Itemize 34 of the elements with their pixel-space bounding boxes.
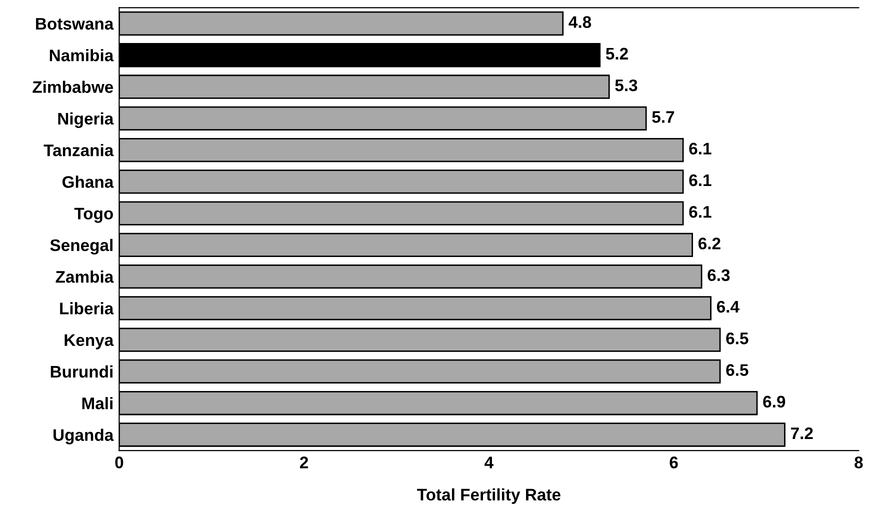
y-tick-label: Senegal (50, 238, 112, 255)
data-label: 6.1 (689, 206, 712, 218)
x-axis-title: Total Fertility Rate (417, 488, 560, 504)
y-tick-label: Ghana (62, 176, 114, 188)
y-tick-label: Kenya (64, 334, 114, 350)
y-tick-label: Liberia (60, 302, 114, 314)
y-tick-label: Mali (82, 397, 112, 410)
data-label: 4.8 (568, 16, 592, 28)
y-tick-label: Zimbabwe (32, 80, 114, 93)
y-tick-label: Botswana (36, 18, 114, 30)
y-tick-label: Nigeria (58, 112, 114, 128)
data-label: 7.2 (791, 427, 813, 440)
y-tick-label: Namibia (50, 49, 114, 62)
data-label: 5.3 (615, 79, 638, 92)
data-label: 6.5 (726, 332, 748, 344)
data-label: 6.2 (698, 238, 720, 250)
data-label: 6.5 (726, 364, 748, 376)
y-tick-label: Uganda (54, 428, 114, 444)
data-label: 5.7 (652, 111, 674, 123)
y-tick-label: Tanzania (44, 144, 114, 156)
data-label: 5.2 (606, 48, 628, 60)
y-tick-label: Togo (74, 208, 113, 223)
x-tick-label: 2 (300, 456, 308, 468)
x-tick-label: 6 (670, 456, 678, 468)
y-tick-label: Zambia (56, 270, 114, 283)
data-label: 6.1 (689, 174, 712, 186)
x-tick-label: 4 (484, 456, 494, 468)
data-label: 6.4 (716, 300, 740, 313)
data-label: 6.3 (708, 269, 730, 282)
x-tick-label: 0 (115, 456, 124, 468)
data-label: 6.1 (689, 142, 712, 155)
x-tick-label: 8 (854, 456, 863, 468)
data-label: 6.9 (763, 396, 786, 408)
y-tick-label: Burundi (50, 365, 112, 378)
